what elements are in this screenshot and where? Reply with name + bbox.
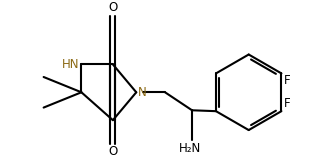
Text: F: F: [284, 97, 291, 110]
Text: HN: HN: [62, 58, 79, 71]
Text: O: O: [108, 1, 118, 14]
Text: H₂N: H₂N: [179, 142, 201, 155]
Text: F: F: [284, 74, 291, 87]
Text: O: O: [108, 145, 118, 158]
Text: N: N: [138, 86, 147, 99]
